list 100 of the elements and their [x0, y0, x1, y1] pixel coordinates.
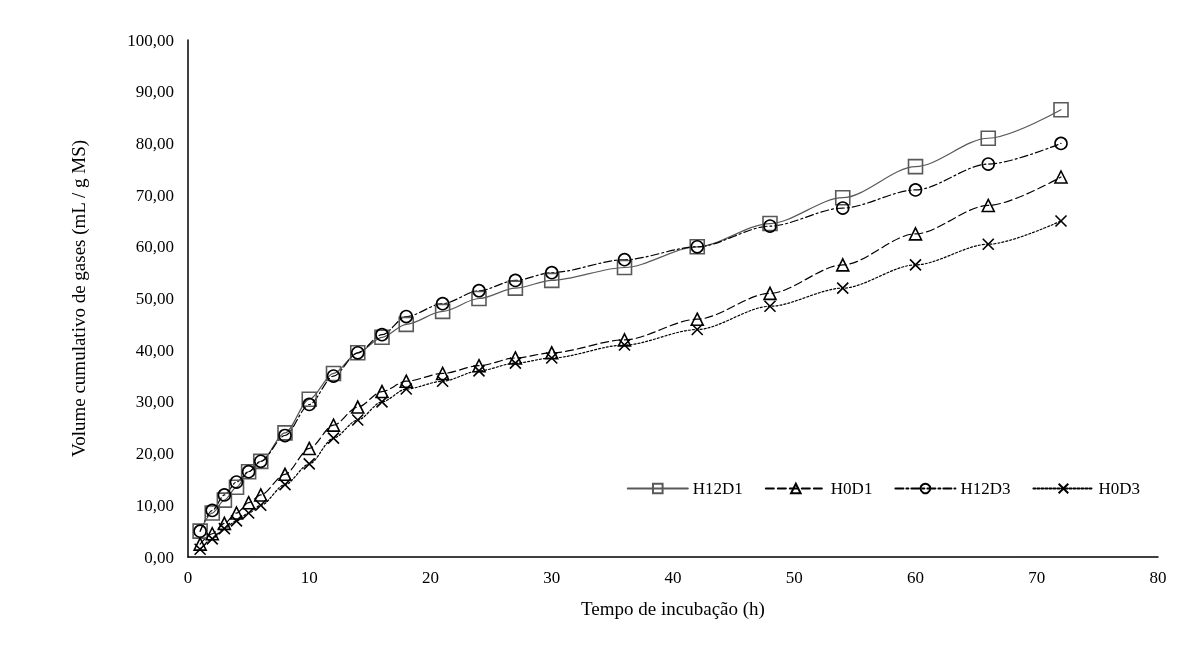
- point: [509, 356, 522, 370]
- point: [1054, 136, 1068, 151]
- point: [909, 258, 922, 272]
- point: [302, 397, 317, 412]
- point: [763, 299, 777, 313]
- point: [228, 479, 245, 495]
- point: [326, 369, 341, 383]
- point: [229, 475, 244, 489]
- point: [325, 365, 342, 382]
- point: [216, 492, 233, 508]
- point: [835, 258, 850, 272]
- legend-label: H0D3: [1098, 479, 1141, 498]
- point: [351, 413, 365, 427]
- point: [543, 272, 560, 289]
- point: [217, 516, 232, 531]
- y-tick-label: 0,00: [144, 547, 174, 567]
- point: [763, 286, 777, 301]
- y-tick-label: 20,00: [135, 444, 174, 464]
- point: [544, 345, 559, 360]
- point: [302, 441, 317, 456]
- x-tick-label: 70: [1028, 568, 1046, 587]
- point: [205, 526, 220, 541]
- point: [435, 296, 450, 311]
- point: [434, 303, 451, 320]
- point: [545, 351, 559, 365]
- y-tick-label: 30,00: [135, 392, 174, 412]
- x-tick-label: 0: [183, 568, 193, 587]
- point: [350, 400, 365, 414]
- point: [690, 323, 704, 336]
- point: [1054, 214, 1068, 228]
- point: [254, 499, 268, 512]
- legend-label: H0D1: [830, 479, 873, 498]
- y-tick-label: 50,00: [135, 289, 174, 308]
- y-tick-label: 70,00: [135, 185, 174, 205]
- point: [835, 201, 850, 215]
- point: [508, 351, 523, 365]
- point: [218, 522, 231, 535]
- point: [253, 488, 268, 502]
- x-axis-title: Tempo de incubação (h): [581, 598, 765, 620]
- x-tick-label: 20: [422, 568, 439, 587]
- point: [375, 384, 389, 399]
- point: [436, 374, 449, 388]
- point: [981, 237, 995, 251]
- point: [399, 382, 413, 396]
- point: [836, 281, 850, 295]
- x-tick-label: 60: [907, 568, 924, 587]
- point: [472, 283, 486, 298]
- point: [193, 542, 207, 556]
- x-tick-label: 30: [543, 568, 561, 587]
- point: [508, 273, 523, 288]
- point: [435, 366, 450, 381]
- point: [472, 364, 486, 378]
- y-tick-label: 10,00: [135, 495, 174, 515]
- point: [399, 309, 414, 324]
- y-axis-title: Volume cumulativo de gases (mL / g MS): [68, 139, 90, 458]
- point: [981, 198, 996, 213]
- x-tick-label: 40: [664, 568, 682, 587]
- legend-label: H12D1: [692, 479, 743, 498]
- y-tick-label: 40,00: [135, 340, 174, 360]
- point: [398, 316, 415, 333]
- point: [981, 157, 996, 171]
- point: [230, 514, 243, 528]
- x-tick-label: 10: [300, 568, 318, 587]
- point: [375, 395, 389, 409]
- y-tick-label: 90,00: [135, 82, 174, 102]
- point: [278, 478, 292, 491]
- point: [907, 158, 924, 175]
- point: [374, 329, 390, 346]
- point: [617, 252, 632, 267]
- point: [617, 333, 632, 347]
- point: [472, 358, 486, 373]
- point: [507, 280, 524, 296]
- x-tick-label: 50: [785, 568, 803, 587]
- point: [229, 506, 244, 520]
- point: [690, 312, 705, 326]
- y-tick-label: 60,00: [135, 237, 174, 257]
- point: [326, 418, 341, 432]
- point: [544, 265, 559, 280]
- point: [375, 327, 389, 342]
- point: [327, 431, 340, 445]
- point: [908, 183, 923, 197]
- point: [618, 338, 631, 352]
- point: [763, 219, 777, 233]
- point: [762, 215, 778, 232]
- point: [193, 537, 207, 551]
- point: [834, 189, 851, 206]
- point: [1054, 170, 1068, 184]
- y-tick-label: 80,00: [135, 133, 174, 153]
- point: [302, 457, 316, 471]
- point: [1053, 101, 1069, 118]
- x-tick-label: 80: [1149, 568, 1167, 587]
- point: [278, 467, 292, 482]
- point: [980, 130, 997, 147]
- point: [217, 488, 232, 502]
- point: [616, 259, 633, 276]
- point: [908, 227, 923, 241]
- point: [301, 391, 318, 408]
- y-tick-label: 100,00: [127, 30, 174, 50]
- point: [399, 374, 414, 389]
- point: [242, 506, 255, 520]
